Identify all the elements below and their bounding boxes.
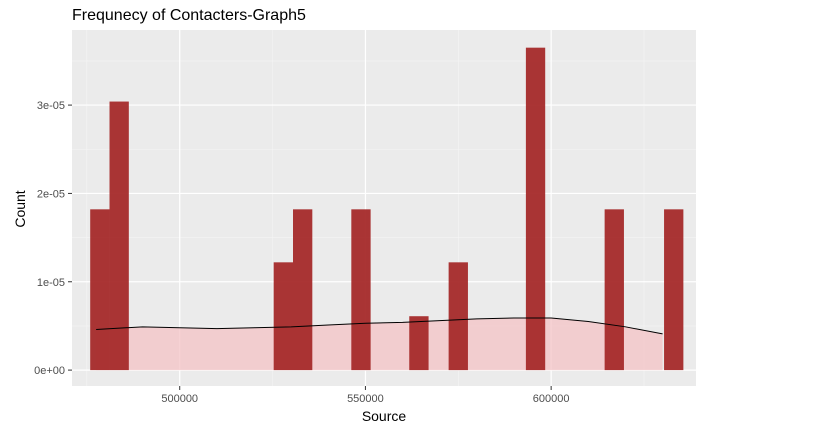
x-axis-label: Source xyxy=(362,408,407,424)
bar-1 xyxy=(90,209,110,371)
y-tick-label: 0e+00 xyxy=(34,365,65,377)
chart-title: Frequnecy of Contacters-Graph5 xyxy=(72,7,306,24)
axes: 500000 550000 600000 0e+00 1e-05 2e-05 3e-05 xyxy=(34,100,569,405)
bar-8 xyxy=(525,47,546,371)
density-area xyxy=(96,317,663,371)
bar-3 xyxy=(273,262,293,371)
x-tick-label: 550000 xyxy=(347,393,384,405)
bar-4 xyxy=(293,209,313,371)
y-axis-label: Count xyxy=(12,190,28,227)
bar-5 xyxy=(351,209,371,371)
density-layer xyxy=(96,317,663,371)
bars xyxy=(90,47,684,371)
bar-9 xyxy=(604,209,624,371)
x-tick-label: 500000 xyxy=(161,393,198,405)
y-tick-label: 3e-05 xyxy=(37,100,65,112)
bar-6 xyxy=(409,316,429,371)
y-tick-label: 1e-05 xyxy=(37,277,65,289)
y-tick-label: 2e-05 xyxy=(37,188,65,200)
bar-10 xyxy=(664,209,684,371)
bar-2 xyxy=(109,101,129,371)
bar-7 xyxy=(448,262,468,371)
x-tick-label: 600000 xyxy=(533,393,570,405)
density-line xyxy=(96,317,663,335)
